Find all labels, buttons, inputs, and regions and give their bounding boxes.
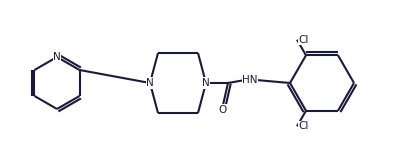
Text: Cl: Cl: [299, 121, 309, 131]
Text: O: O: [219, 105, 227, 115]
Text: N: N: [146, 78, 154, 88]
Text: N: N: [53, 52, 61, 62]
Text: HN: HN: [242, 75, 258, 85]
Text: N: N: [202, 78, 210, 88]
Text: Cl: Cl: [299, 35, 309, 45]
